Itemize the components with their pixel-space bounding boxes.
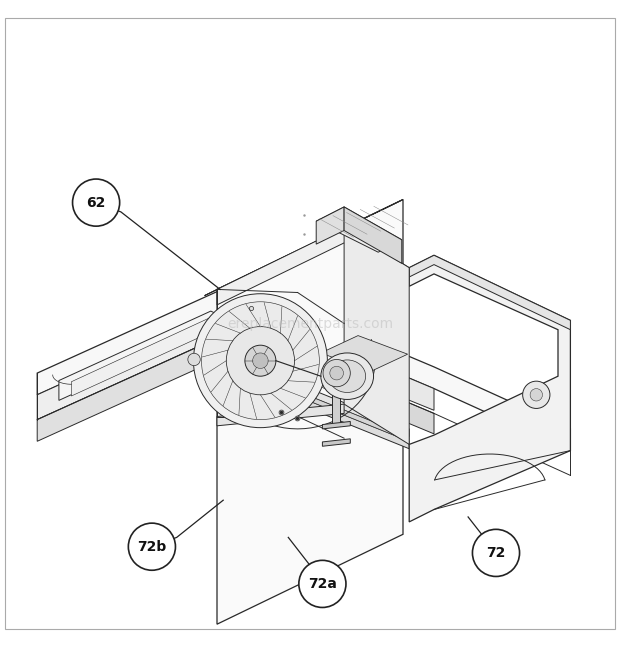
- Text: 62: 62: [86, 195, 106, 210]
- Circle shape: [128, 523, 175, 570]
- Polygon shape: [205, 199, 403, 296]
- Polygon shape: [59, 311, 366, 405]
- Circle shape: [299, 560, 346, 608]
- Polygon shape: [71, 317, 353, 403]
- Ellipse shape: [321, 353, 374, 399]
- Circle shape: [530, 389, 542, 401]
- Circle shape: [472, 529, 520, 576]
- Polygon shape: [217, 199, 403, 624]
- Circle shape: [73, 179, 120, 226]
- Polygon shape: [332, 386, 340, 426]
- Circle shape: [193, 294, 327, 428]
- Circle shape: [188, 353, 200, 366]
- Polygon shape: [322, 421, 350, 429]
- Polygon shape: [344, 227, 409, 444]
- Polygon shape: [409, 256, 570, 522]
- Polygon shape: [316, 207, 402, 252]
- Ellipse shape: [329, 360, 366, 393]
- Polygon shape: [236, 330, 434, 434]
- Text: ereplacementparts.com: ereplacementparts.com: [227, 316, 393, 331]
- Polygon shape: [409, 256, 570, 330]
- Polygon shape: [217, 364, 409, 449]
- Circle shape: [523, 381, 550, 408]
- Polygon shape: [321, 336, 408, 371]
- Polygon shape: [316, 207, 344, 244]
- Circle shape: [323, 360, 350, 387]
- Polygon shape: [37, 305, 236, 420]
- Polygon shape: [37, 283, 570, 450]
- Circle shape: [245, 345, 276, 376]
- Polygon shape: [344, 207, 402, 263]
- Text: 72a: 72a: [308, 577, 337, 591]
- Polygon shape: [236, 305, 434, 410]
- Circle shape: [226, 327, 294, 395]
- Text: 72b: 72b: [137, 540, 167, 554]
- Polygon shape: [217, 359, 409, 441]
- Circle shape: [202, 302, 319, 420]
- Polygon shape: [216, 316, 226, 334]
- Polygon shape: [217, 227, 409, 305]
- Polygon shape: [322, 439, 350, 446]
- Polygon shape: [273, 389, 310, 410]
- Polygon shape: [217, 351, 409, 436]
- Text: 72: 72: [486, 546, 506, 560]
- Polygon shape: [37, 330, 236, 441]
- Circle shape: [330, 366, 343, 380]
- Circle shape: [253, 353, 268, 368]
- Polygon shape: [217, 404, 344, 426]
